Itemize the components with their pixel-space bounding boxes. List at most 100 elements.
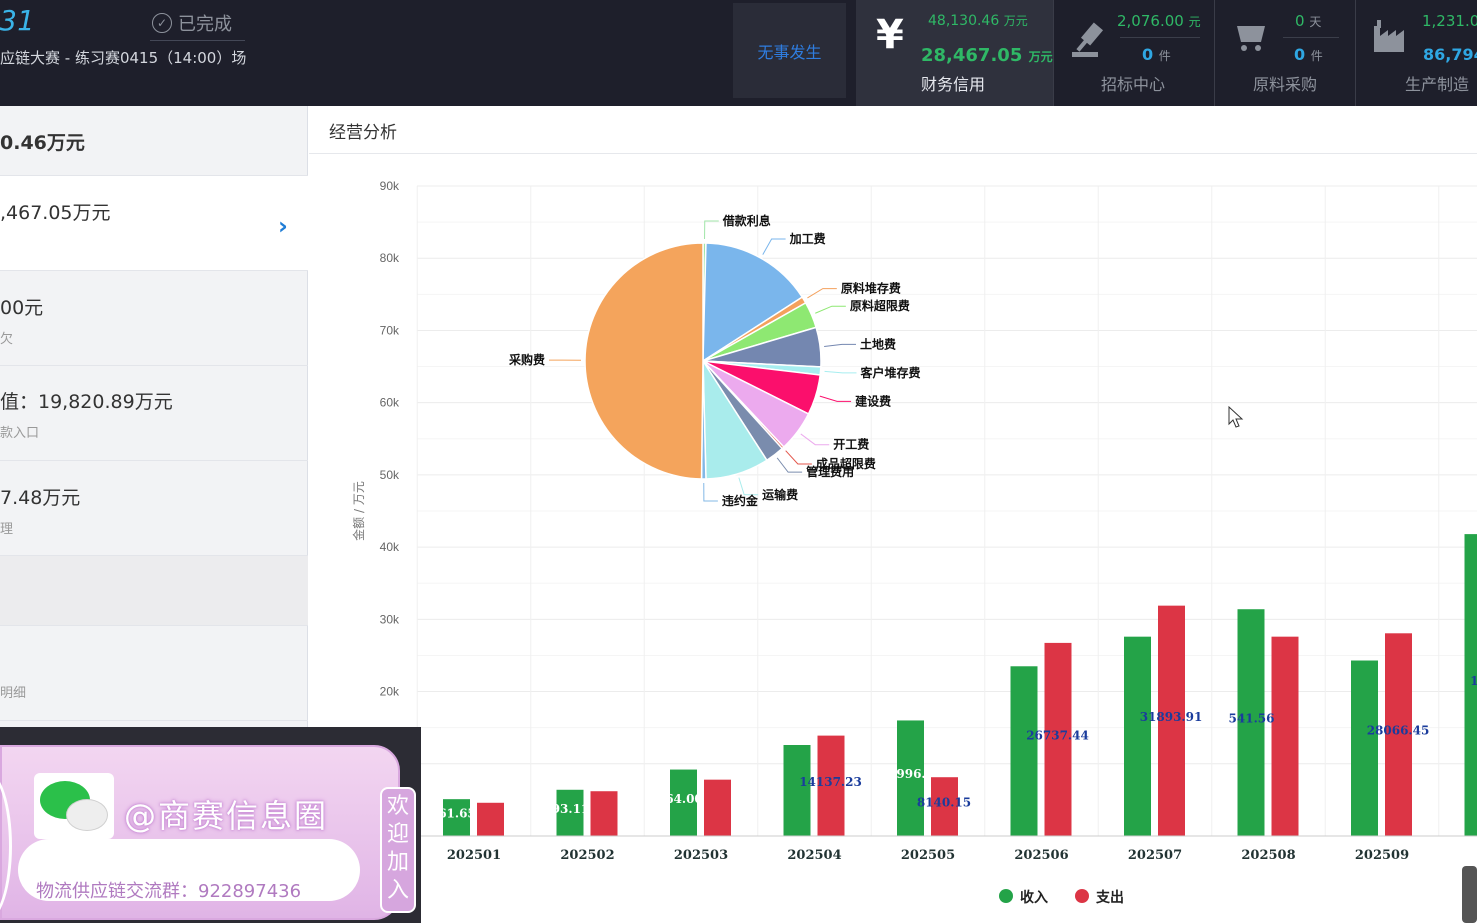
bar-data-label: 8140.15: [917, 796, 971, 810]
left-row-2[interactable]: ,467.05万元 ›: [0, 176, 308, 271]
pie-slice: [584, 242, 704, 480]
gavel-icon: [1072, 22, 1104, 57]
procurement-value-1: 0 天: [1295, 12, 1322, 30]
pie-leader-line: [819, 395, 852, 402]
left-row-1-value: 0.46万元: [0, 132, 85, 154]
x-tick-label: 202501: [447, 848, 501, 863]
status-label: 已完成: [178, 14, 232, 35]
status-divider: [150, 40, 245, 41]
pie-leader-line: [824, 370, 857, 374]
pie-leader-line: [815, 305, 846, 314]
panel-title: 经营分析: [329, 123, 397, 143]
event-button[interactable]: 无事发生: [733, 3, 846, 98]
y-axis-title: 金额 / 万元: [351, 481, 366, 541]
y-axis: 20k 30k 40k 50k 60k 70k 80k 90k 金额 / 万元: [351, 179, 400, 699]
pie-leader-line: [776, 457, 803, 473]
production-value-1: 1,231.0: [1422, 12, 1477, 30]
left-row-7[interactable]: 明细: [0, 626, 308, 721]
wechat-icon: [34, 773, 114, 839]
left-row-6: [0, 556, 308, 626]
left-row-2-value: ,467.05万元: [0, 202, 111, 224]
x-tick-label: 202502: [560, 848, 614, 863]
pie-slice-label: 借款利息: [722, 213, 771, 228]
bar-data-label: 26737.44: [1026, 728, 1089, 742]
pie-slice-label: 原料堆存费: [841, 281, 901, 296]
procurement-module[interactable]: 0 天 0 件 原料采购: [1214, 0, 1355, 106]
promo-overlay: @商赛信息圈 物流供应链交流群：922897436 欢 迎 加 入: [0, 727, 421, 923]
procurement-divider: [1283, 37, 1339, 38]
bar-income: [783, 745, 811, 836]
finance-module[interactable]: ¥ 48,130.46 万元 28,467.05 万元 财务信用: [856, 0, 1053, 106]
pie-leader-line: [807, 288, 837, 299]
promo-handle: @商赛信息圈: [124, 797, 329, 835]
pie-slice-label: 成品超限费: [816, 456, 876, 471]
pie-slice-label: 运输费: [762, 487, 798, 502]
legend-label: 收入: [1020, 889, 1048, 906]
pie-leader-line: [785, 450, 812, 465]
chart-grid: [416, 185, 1477, 836]
chevron-right-icon[interactable]: ›: [278, 212, 288, 240]
pie-leader-line: [704, 220, 719, 240]
factory-icon: [1374, 20, 1404, 52]
business-chart: 20k 30k 40k 50k 60k 70k 80k 90k 金额 / 万元 61.65 93.…: [351, 179, 1477, 906]
pie-leader-line: [824, 343, 857, 347]
bar-data-label: 28066.45: [1367, 724, 1430, 738]
bidding-divider: [1120, 37, 1200, 38]
bar-data-label: 31893.91: [1140, 710, 1203, 724]
bidding-value-1: 2,076.00 元: [1117, 12, 1201, 30]
legend-marker: [999, 889, 1013, 903]
left-row-4-value: 值：19,820.89万元: [0, 391, 173, 413]
legend-marker: [1075, 889, 1089, 903]
left-row-5[interactable]: 7.48万元 理: [0, 461, 308, 556]
bar-income: [556, 789, 584, 836]
cart-icon: [1237, 26, 1265, 51]
pie-slice-label: 开工费: [833, 437, 869, 452]
legend-label: 支出: [1095, 889, 1124, 906]
bar-expense: [1271, 636, 1299, 836]
left-row-1[interactable]: 0.46万元: [0, 106, 308, 176]
bar-income: [1010, 666, 1038, 836]
y-tick-label: 50k: [380, 468, 400, 482]
bar-expense: [704, 779, 731, 836]
bar-expense: [590, 791, 618, 836]
promo-side-char: 加: [386, 850, 409, 875]
finance-value-2: 28,467.05 万元: [921, 45, 1053, 66]
bar-data-label: 10: [1470, 674, 1477, 688]
left-row-4[interactable]: 值：19,820.89万元 款入口: [0, 366, 308, 461]
pie-slice-label: 加工费: [789, 231, 826, 246]
x-tick-label: 202505: [901, 848, 955, 863]
pie-slice-label: 采购费: [508, 352, 545, 367]
left-row-3[interactable]: 00元 欠: [0, 271, 308, 366]
promo-card: @商赛信息圈 物流供应链交流群：922897436 欢 迎 加 入: [0, 745, 416, 921]
bar-series: 61.65 93.11 64.00 14137.23 996. 8140.15 26737.…: [438, 534, 1477, 836]
promo-group: 物流供应链交流群：922897436: [36, 881, 302, 902]
x-tick-label: 202508: [1241, 848, 1295, 863]
x-tick-label: 202509: [1355, 848, 1409, 863]
bar-income: [1464, 534, 1477, 836]
pie-leader-line: [800, 433, 830, 446]
x-tick-label: 202503: [674, 848, 728, 863]
y-tick-label: 60k: [380, 396, 400, 410]
bar-data-label: 93.11: [552, 802, 590, 816]
scrollbar-thumb[interactable]: [1462, 866, 1477, 923]
production-module[interactable]: 1,231.0 86,794 生产制造: [1355, 0, 1477, 106]
y-tick-label: 80k: [380, 251, 400, 265]
bidding-module[interactable]: 2,076.00 元 0 件 招标中心: [1053, 0, 1214, 106]
chart-legend: 收入 支出: [999, 889, 1124, 906]
bar-income: [1237, 609, 1265, 836]
bidding-label: 招标中心: [1101, 75, 1166, 94]
promo-side-char: 入: [386, 878, 409, 903]
pie-leader-line: [762, 238, 786, 255]
promo-pill: [18, 839, 360, 901]
bar-data-label: 996.: [896, 767, 925, 781]
bar-expense: [1044, 642, 1072, 836]
panel-title-rule: [309, 153, 1477, 154]
x-tick-label: 202507: [1128, 848, 1182, 863]
pie-slice-label: 违约金: [722, 493, 759, 508]
bar-expense: [1385, 633, 1412, 836]
pie-slice-label: 原料超限费: [850, 298, 910, 313]
y-tick-label: 70k: [380, 323, 400, 337]
production-label: 生产制造: [1405, 75, 1470, 94]
left-row-4-note: 款入口: [0, 426, 40, 441]
finance-label: 财务信用: [921, 75, 986, 94]
